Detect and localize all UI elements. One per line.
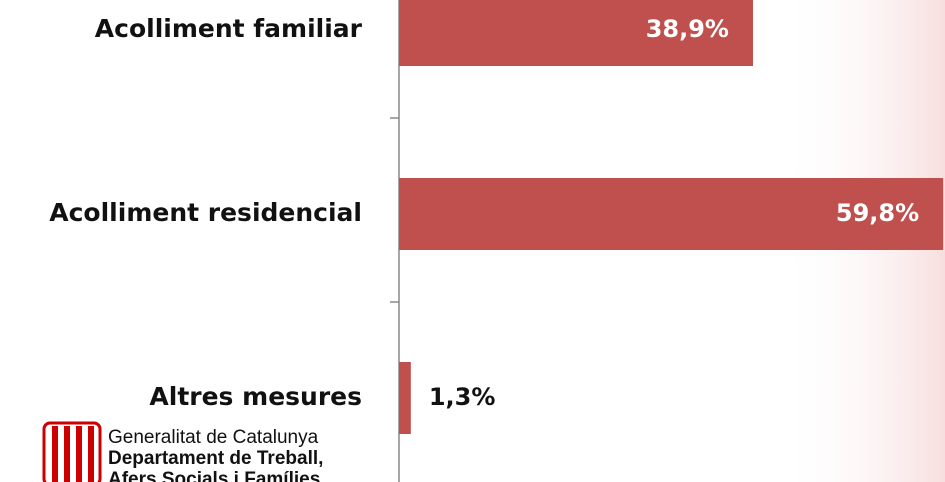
bar [399, 362, 411, 434]
bar [399, 0, 753, 66]
value-label: 59,8% [836, 199, 919, 227]
logo-shield [42, 421, 102, 482]
category-label: Acolliment residencial [49, 198, 362, 227]
logo-text: Generalitat de Catalunya [108, 427, 319, 448]
value-label: 38,9% [646, 15, 729, 43]
category-label: Acolliment familiar [95, 14, 363, 43]
logo: Generalitat de Catalunya Departament de … [42, 421, 323, 482]
bar [399, 178, 944, 250]
logo-stripe [64, 426, 70, 482]
value-label: 1,3% [429, 383, 496, 411]
logo-stripe [52, 426, 58, 482]
logo-text: Afers Socials i Famílies [108, 469, 320, 482]
logo-text: Departament de Treball, [108, 448, 323, 469]
logo-stripe [76, 426, 82, 482]
logo-stripe [88, 426, 94, 482]
category-label: Altres mesures [149, 382, 362, 411]
